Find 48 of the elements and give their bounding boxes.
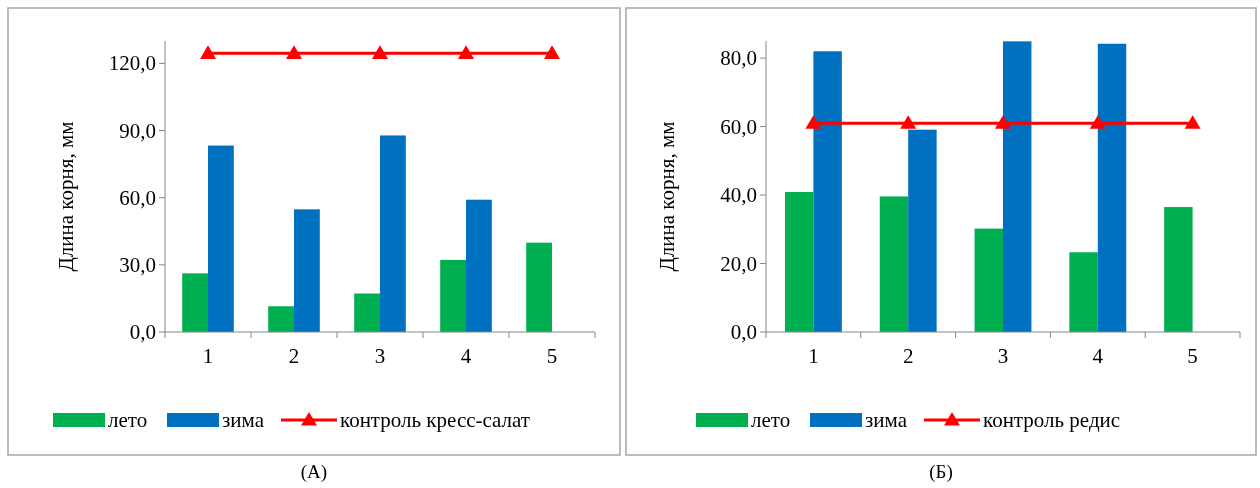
bar (208, 145, 234, 332)
text: (Б) (929, 461, 953, 483)
legend-label: лето (108, 408, 148, 432)
bar (466, 199, 492, 332)
y-tick-label: 80,0 (720, 46, 757, 71)
bar (1097, 43, 1127, 332)
bar (440, 259, 466, 332)
x-tick-label: 1 (808, 344, 819, 368)
x-tick-label: 4 (1092, 344, 1104, 368)
bar (879, 196, 909, 332)
bar (380, 135, 406, 332)
legend-label: контроль редис (983, 408, 1121, 432)
x-tick-label: 3 (997, 344, 1009, 368)
x-tick-label: 1 (202, 344, 214, 368)
text: (А) (300, 461, 328, 483)
bar (294, 209, 320, 332)
x-tick-label: 5 (1187, 344, 1198, 368)
bar (1003, 41, 1032, 332)
legend-label: зима (222, 408, 265, 432)
bar (813, 51, 842, 332)
y-tick-label: 0,0 (129, 320, 156, 344)
x-tick-label: 5 (546, 344, 558, 368)
y-tick-label: 40,0 (720, 183, 757, 208)
bar (526, 242, 552, 332)
y-tick-label: 60,0 (720, 114, 757, 139)
bar (268, 306, 294, 332)
y-tick-label: 60,0 (119, 185, 156, 210)
x-tick-label: 3 (374, 344, 386, 368)
y-tick-label: 120,0 (108, 51, 156, 76)
bar (1069, 252, 1098, 332)
y-tick-label: 30,0 (119, 252, 156, 277)
bar (784, 191, 814, 332)
x-tick-label: 4 (460, 344, 472, 368)
legend-label: зима (865, 408, 908, 432)
legend-label: лето (751, 408, 791, 432)
x-tick-label: 2 (902, 344, 914, 368)
y-axis-title: Длина корня, мм (54, 121, 78, 272)
bar (182, 273, 208, 332)
y-tick-label: 20,0 (720, 251, 757, 276)
bar (354, 293, 380, 332)
bar (1164, 207, 1193, 332)
legend-label: контроль кресс-салат (340, 408, 531, 432)
bar (974, 228, 1003, 332)
y-tick-label: 90,0 (119, 118, 156, 143)
bar (908, 129, 937, 332)
y-tick-label: 0,0 (730, 320, 757, 344)
y-axis-title: Длина корня, мм (655, 121, 679, 272)
x-tick-label: 2 (288, 344, 300, 368)
